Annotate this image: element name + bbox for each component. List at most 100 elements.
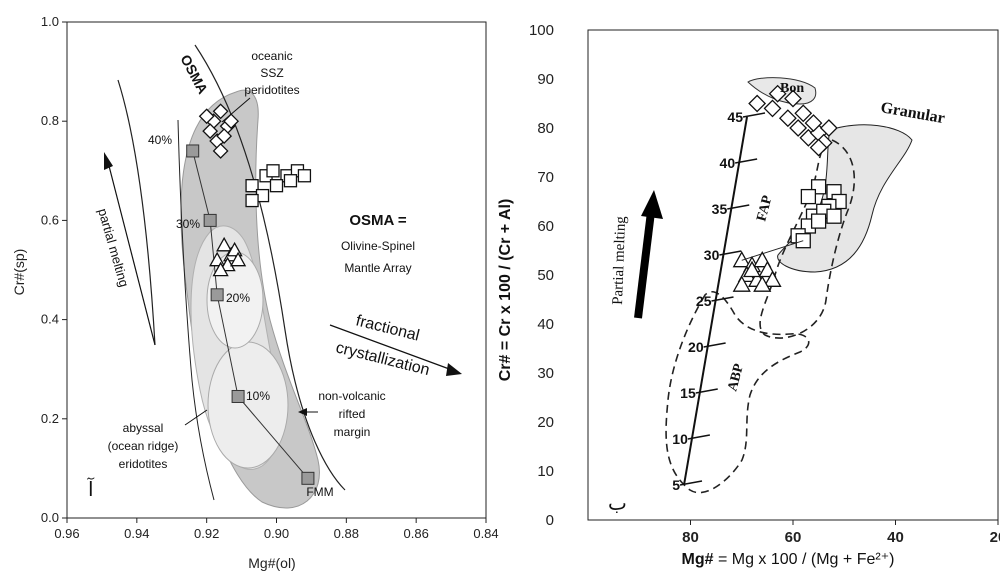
- nonvolcanic-l3: margin: [334, 425, 371, 439]
- bon-label: Bon: [780, 81, 804, 96]
- data-point-square: [269, 179, 284, 193]
- right-x-tick-label: 40: [887, 529, 904, 546]
- data-point-square: [810, 213, 827, 229]
- right-chart: 5 10 15 20 25 30 35 40 45 80 60 40 20 0 10 20 30 40 50 60 7…: [497, 22, 1000, 568]
- left-x-tick-label: 0.94: [124, 526, 149, 541]
- abyssal-l2: (ocean ridge): [108, 439, 179, 453]
- right-y-tick-label: 0: [546, 512, 554, 529]
- osma-def-l2: Mantle Array: [344, 261, 411, 275]
- data-point-square: [297, 169, 312, 183]
- fap-label: FAP: [754, 193, 775, 223]
- field-left-line: [177, 119, 215, 501]
- scale-tick-mark: [687, 434, 711, 440]
- abyssal-l3: eridotites: [119, 457, 168, 471]
- right-y-tick-label: 80: [537, 120, 554, 137]
- left-x-axis-label: Mg#(ol): [248, 555, 295, 571]
- abyssal-ellipse: [207, 341, 289, 469]
- fmm-label: FMM: [306, 485, 333, 499]
- right-y-tick-label: 70: [537, 169, 554, 186]
- data-point-diamond: [809, 138, 828, 157]
- scale-tick-mark: [695, 388, 718, 394]
- left-y-tick-label: 0.8: [41, 113, 59, 128]
- data-point-diamond: [768, 84, 787, 103]
- oceanic-ssz-l1: oceanic: [251, 49, 292, 63]
- oceanic-ssz-l2: SSZ: [260, 66, 283, 80]
- left-x-tick-label: 0.84: [473, 526, 498, 541]
- left-y-tick-label: 0.6: [41, 212, 59, 227]
- data-point-diamond: [778, 109, 797, 128]
- scale-tick-label: 40: [720, 155, 736, 171]
- data-point-diamond: [212, 103, 229, 120]
- partial-melting-arrowhead-right: [641, 190, 663, 219]
- nonvolcanic-l2: rifted: [339, 407, 366, 421]
- left-markers: [186, 103, 315, 485]
- right-x-tick-label: 60: [785, 529, 802, 546]
- data-point-diamond: [198, 108, 215, 125]
- left-x-tick-label: 0.96: [54, 526, 79, 541]
- data-point-filled-square: [231, 389, 245, 403]
- osma-def-l1: Olivine-Spinel: [341, 239, 415, 253]
- data-point-square: [266, 164, 280, 178]
- melting-scale-ticks: 5 10 15 20 25 30 35 40 45: [672, 109, 766, 493]
- p20-label: 20%: [226, 291, 250, 305]
- right-x-tick-label: 20: [990, 529, 1000, 546]
- data-point-diamond: [794, 104, 813, 123]
- data-point-square: [283, 174, 298, 188]
- right-y-tick-label: 100: [529, 22, 554, 39]
- data-point-square: [826, 208, 842, 224]
- abp-field: [665, 291, 810, 494]
- scale-tick-label: 30: [704, 247, 720, 263]
- data-point-triangle: [763, 270, 782, 287]
- left-y-axis-label: Cr#(sp): [11, 249, 27, 296]
- left-x-tick-label: 0.92: [194, 526, 219, 541]
- connector-line: [741, 240, 804, 261]
- right-x-axis-label-bold: Mg#: [682, 551, 714, 568]
- scale-tick-label: 5: [672, 477, 680, 493]
- nonvolcanic-arrowhead: [298, 408, 307, 416]
- right-x-tick-label: 80: [682, 529, 699, 546]
- right-y-tick-label: 10: [537, 463, 554, 480]
- left-y-tick-label: 0.4: [41, 312, 59, 327]
- data-point-filled-square: [186, 144, 200, 158]
- data-point-triangle: [229, 251, 247, 267]
- scale-tick-label: 45: [727, 109, 743, 125]
- right-y-tick-label: 50: [537, 267, 554, 284]
- scale-tick-mark: [719, 250, 742, 256]
- data-point-square: [245, 179, 259, 193]
- data-point-filled-square: [203, 213, 217, 227]
- data-point-filled-square: [301, 471, 315, 485]
- data-point-triangle: [753, 275, 772, 292]
- scale-tick-mark: [703, 342, 726, 348]
- scale-tick-label: 10: [672, 431, 688, 447]
- right-y-tick-label: 60: [537, 218, 554, 235]
- scale-tick-label: 15: [680, 385, 696, 401]
- data-point-diamond: [748, 94, 767, 113]
- fractional-arrow: [329, 324, 453, 371]
- partial-melting-arrow: [107, 161, 156, 346]
- scale-tick-label: 25: [696, 293, 712, 309]
- data-point-square: [800, 188, 817, 205]
- partial-melting-arrowhead: [104, 152, 113, 170]
- left-x-tick-label: 0.88: [334, 526, 359, 541]
- partial-melting-label-right: Partial melting: [610, 215, 629, 305]
- data-point-triangle: [216, 236, 233, 252]
- data-point-triangle: [732, 275, 751, 292]
- scale-tick-mark: [734, 158, 758, 164]
- left-y-tick-label: 0.0: [41, 510, 59, 525]
- p40-label: 40%: [148, 133, 172, 147]
- p30-label: 30%: [176, 217, 200, 231]
- scale-tick-mark: [727, 204, 750, 210]
- right-y-tick-label: 40: [537, 316, 554, 333]
- left-chart: 0.96 0.94 0.92 0.90 0.88 0.86 0.84 0.0 0.2 0.4 0.6…: [11, 14, 499, 571]
- data-point-diamond: [819, 119, 838, 137]
- right-plot-frame: [587, 29, 999, 521]
- p10-label: 10%: [246, 389, 270, 403]
- right-x-axis-label-rest: = Mg x 100 / (Mg + Fe²⁺): [714, 551, 895, 568]
- right-x-axis-label: Mg# = Mg x 100 / (Mg + Fe²⁺): [682, 551, 895, 568]
- data-point-diamond: [804, 114, 823, 133]
- scale-tick-label: 20: [688, 339, 704, 355]
- left-x-tick-label: 0.86: [404, 526, 429, 541]
- scale-tick-mark: [742, 112, 766, 118]
- data-point-diamond: [763, 99, 782, 118]
- left-x-tick-label: 0.90: [264, 526, 289, 541]
